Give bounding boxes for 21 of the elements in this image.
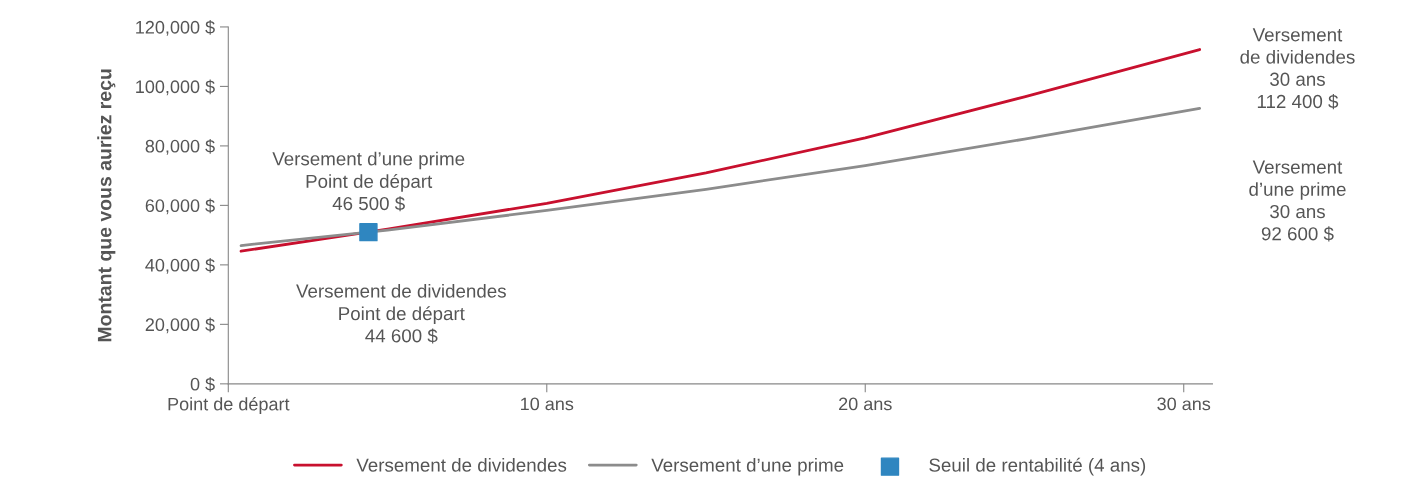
line-series [239, 107, 1202, 247]
legend-label: Versement d’une prime [651, 458, 844, 476]
y-tick-label: 60,000 $ [145, 198, 215, 215]
line-series [239, 48, 1202, 253]
y-tick-label: 20,000 $ [145, 317, 215, 334]
annotation: Versement de dividendes Point de départ 44 600 $ [296, 283, 506, 344]
x-tick-label: 30 ans [1157, 397, 1211, 411]
text: Versement de dividendes 30 ans 112 400 $ [1240, 28, 1355, 110]
y-tick-label: 120,000 $ [136, 20, 215, 36]
y-tick-label: 40,000 $ [145, 258, 215, 274]
x-tick-label: 10 ans [521, 397, 574, 411]
y-axis-title: Montant que vous auriez reçu [97, 69, 116, 342]
y-tick-label: 0 $ [190, 377, 215, 392]
legend-label: Seuil de rentabilité (4 ans) [929, 457, 1146, 476]
annotation: Versement d’une prime Point de départ 46 500 $ [272, 151, 465, 212]
y-tick-label: 100,000 $ [136, 79, 215, 96]
legend-label: Versement de dividendes [356, 458, 567, 472]
y-tick-label: 80,000 $ [145, 139, 215, 155]
x-tick-label: 20 ans [839, 397, 892, 411]
text: Versement d’une prime 30 ans 92 600 $ [1249, 160, 1346, 242]
x-tick-label: Point de départ [168, 397, 290, 415]
